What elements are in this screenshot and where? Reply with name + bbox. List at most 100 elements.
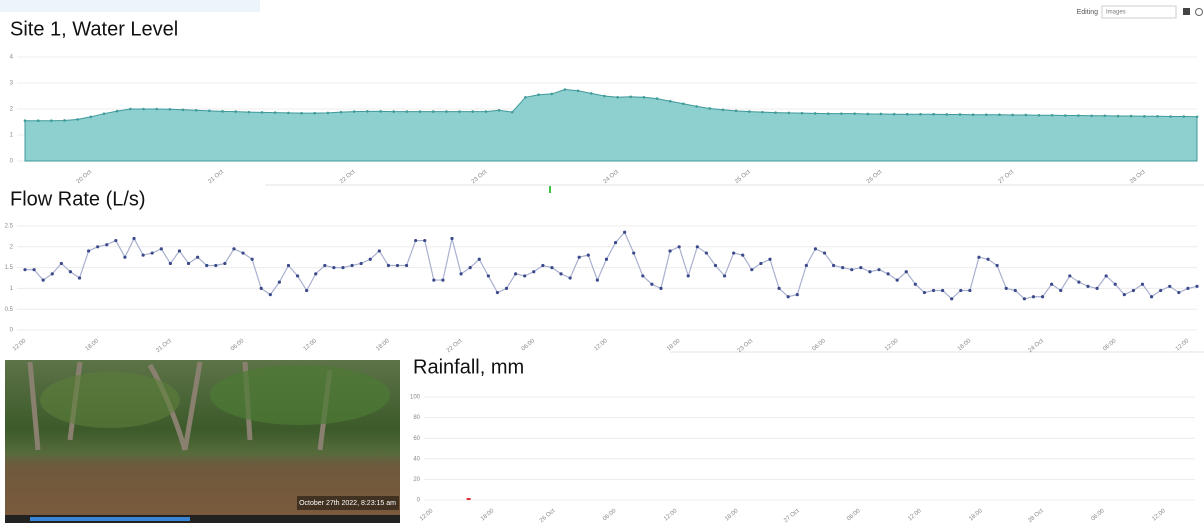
point: [734, 109, 738, 113]
point: [89, 115, 93, 119]
x-tick-label: 18:00: [724, 508, 740, 523]
x-tick-label: 28 Oct: [1027, 508, 1045, 523]
x-tick-label: 20 Oct: [76, 169, 94, 185]
point: [77, 276, 82, 280]
point: [774, 111, 777, 114]
chart-title: Rainfall, mm: [413, 356, 524, 378]
point: [977, 255, 981, 259]
x-tick-label: 26 Oct: [866, 169, 884, 185]
x-tick-label: 27 Oct: [998, 169, 1016, 185]
point: [886, 272, 890, 276]
point: [484, 110, 488, 113]
point: [1090, 114, 1093, 118]
point: [642, 96, 646, 99]
x-tick-label: 12:00: [663, 508, 679, 523]
point: [395, 263, 400, 268]
point: [668, 99, 672, 103]
point: [1059, 288, 1063, 293]
photo-caption: October 27th 2022, 8:23:15 am: [299, 500, 396, 507]
y-tick-label: 0.5: [5, 307, 14, 313]
point: [141, 253, 145, 257]
x-tick-label: 12:00: [1175, 338, 1191, 353]
range-handle[interactable]: [549, 186, 551, 193]
y-tick-label: 2: [10, 107, 14, 113]
point: [59, 261, 63, 266]
chart-title: Flow Rate (L/s): [10, 188, 146, 210]
point: [232, 247, 236, 251]
point: [168, 107, 172, 111]
x-tick-label: 25 Oct: [734, 169, 752, 185]
point: [76, 118, 79, 121]
point: [1022, 297, 1026, 301]
point: [922, 290, 927, 295]
y-tick-label: 100: [410, 395, 421, 401]
point: [295, 274, 300, 278]
point: [722, 274, 727, 278]
point: [787, 111, 791, 115]
point: [1168, 284, 1172, 288]
point: [831, 263, 836, 268]
point: [950, 297, 954, 301]
y-tick-label: 40: [413, 456, 420, 462]
point: [563, 88, 567, 91]
point: [352, 110, 356, 113]
cancel-icon[interactable]: [1195, 8, 1203, 16]
progress[interactable]: [30, 517, 190, 521]
editing-input[interactable]: [1101, 5, 1177, 19]
point: [576, 89, 580, 93]
x-tick-label: 24 Oct: [602, 169, 620, 185]
point: [495, 290, 500, 295]
point: [1159, 288, 1163, 293]
x-tick-label: 06:00: [811, 338, 827, 353]
point: [129, 107, 132, 111]
foliage: [40, 372, 180, 428]
point: [629, 95, 633, 99]
point: [86, 249, 91, 253]
point: [945, 113, 949, 116]
point: [458, 110, 461, 113]
point: [523, 274, 527, 278]
point: [959, 288, 963, 293]
point: [550, 92, 554, 96]
point: [386, 263, 391, 268]
point: [234, 110, 237, 113]
point: [1064, 114, 1067, 117]
point: [404, 263, 409, 268]
point: [181, 108, 185, 112]
point: [853, 112, 856, 115]
point: [155, 107, 158, 111]
point: [541, 263, 545, 268]
point: [1068, 274, 1072, 278]
point: [339, 110, 343, 114]
x-tick-label: 12:00: [12, 338, 28, 353]
point: [613, 241, 618, 245]
point: [537, 93, 540, 96]
point: [800, 111, 804, 115]
point: [641, 274, 645, 278]
point: [841, 266, 845, 270]
point: [405, 110, 409, 113]
point: [968, 288, 972, 293]
point: [514, 272, 518, 276]
x-tick-label: 18:00: [480, 508, 496, 523]
point: [1050, 113, 1054, 117]
point: [287, 111, 290, 115]
point: [223, 261, 227, 266]
point: [1050, 282, 1054, 286]
point: [41, 278, 45, 282]
point: [741, 253, 745, 257]
save-icon[interactable]: [1183, 8, 1190, 15]
point: [623, 230, 627, 234]
point: [750, 268, 754, 272]
point: [268, 293, 272, 297]
point: [577, 255, 581, 259]
point: [1195, 115, 1199, 119]
point: [659, 286, 663, 290]
point: [768, 257, 772, 261]
point: [332, 266, 336, 270]
y-tick-label: 0: [10, 159, 14, 165]
point: [377, 249, 381, 253]
point: [759, 261, 763, 266]
x-tick-label: 12:00: [907, 508, 923, 523]
x-tick-label: 06:00: [846, 508, 862, 523]
